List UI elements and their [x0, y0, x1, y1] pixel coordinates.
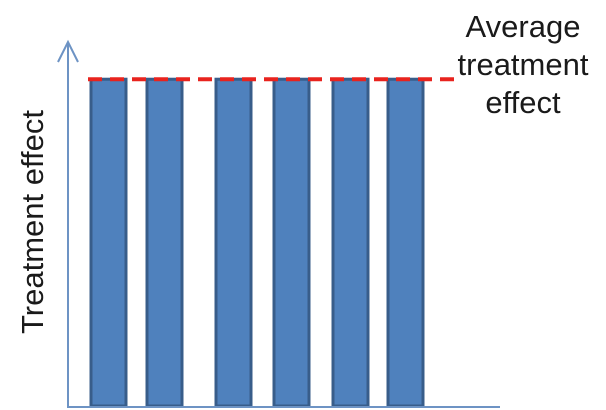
bar-5	[331, 77, 370, 408]
average-line-label-line-1: Average	[465, 9, 581, 44]
average-line-label-line-2: treatment	[457, 47, 589, 82]
y-axis-arrow	[57, 39, 79, 63]
average-line-label: Average treatment effect	[440, 8, 606, 122]
bars-layer	[89, 77, 425, 408]
bar-1	[89, 77, 128, 408]
bar-3	[214, 77, 253, 408]
average-line-label-line-3: effect	[485, 85, 561, 120]
y-axis-label: Treatment effect	[15, 110, 50, 334]
bar-4	[272, 77, 311, 408]
bar-2	[145, 77, 184, 408]
bar-6	[386, 77, 425, 408]
